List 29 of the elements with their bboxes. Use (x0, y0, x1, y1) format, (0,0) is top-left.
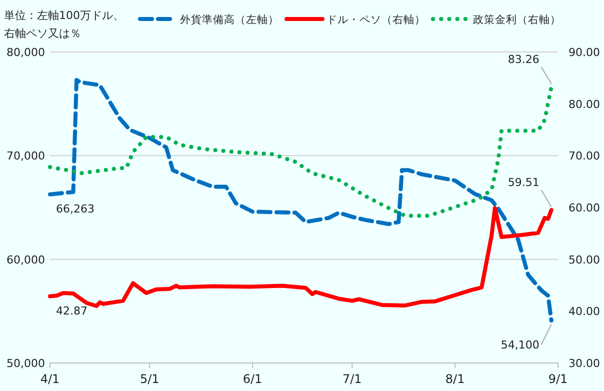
line-series (48, 78, 554, 322)
y2-tick-label: 90.00 (568, 46, 600, 59)
y-tick-label: 80,000 (6, 46, 45, 59)
x-tick-label: 4/1 (40, 372, 60, 386)
x-tick-label: 8/1 (445, 372, 465, 386)
legend-label: 政策金利（右軸） (473, 13, 561, 26)
y-tick-label: 50,000 (6, 357, 45, 370)
data-label: 83.26 (508, 52, 540, 66)
y2-tick-label: 30.00 (568, 357, 600, 370)
text: 単位：左軸100万ドル、右軸ペソ又は％ (4, 9, 124, 40)
data-label: 42.87 (56, 304, 88, 318)
x-tick-label: 5/1 (140, 372, 160, 386)
legend-label: ドル・ペソ（右軸） (326, 13, 426, 26)
x-tick-label: 9/1 (548, 372, 568, 386)
x-tick-label: 7/1 (342, 372, 362, 386)
y2-tick-label: 60.00 (568, 202, 600, 214)
y-tick-label: 70,000 (6, 150, 45, 163)
y2-tick-label: 50.00 (568, 253, 600, 266)
y2-tick-label: 70.00 (568, 150, 600, 163)
x-tick-label: 6/1 (242, 372, 262, 386)
data-label: 59.51 (508, 176, 540, 190)
line-series (48, 84, 554, 218)
y2-tick-label: 80.00 (568, 98, 600, 111)
data-label: 54,100 (500, 338, 540, 352)
y-tick-label: 60,000 (6, 253, 45, 266)
legend-label: 外貨準備高（左軸） (180, 13, 279, 26)
line-series (48, 206, 554, 308)
y2-tick-label: 40.00 (568, 305, 600, 318)
data-label: 66,263 (56, 202, 94, 216)
